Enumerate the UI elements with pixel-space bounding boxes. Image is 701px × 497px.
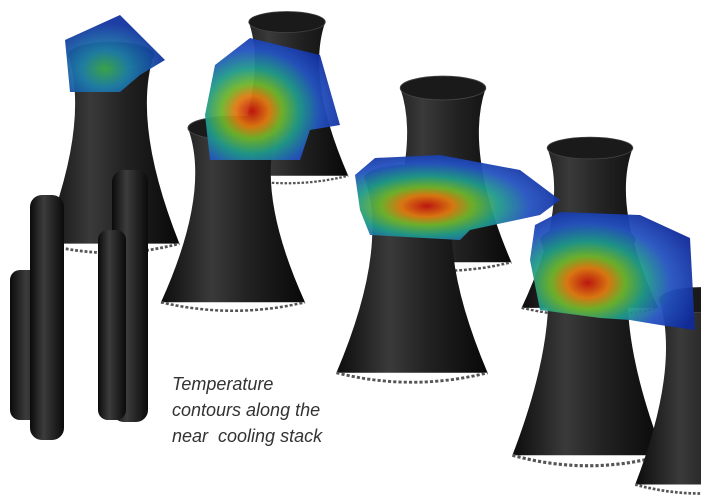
render: Temperature contours along the near cool…: [0, 0, 701, 497]
caption-line: contours along the: [172, 400, 320, 420]
pipe: [30, 195, 64, 440]
caption-line: near cooling stack: [172, 426, 323, 446]
pipe: [98, 230, 126, 420]
plume: [65, 15, 165, 92]
caption: Temperature contours along the near cool…: [172, 374, 323, 446]
plume: [355, 155, 560, 240]
caption-line: Temperature: [172, 374, 273, 394]
